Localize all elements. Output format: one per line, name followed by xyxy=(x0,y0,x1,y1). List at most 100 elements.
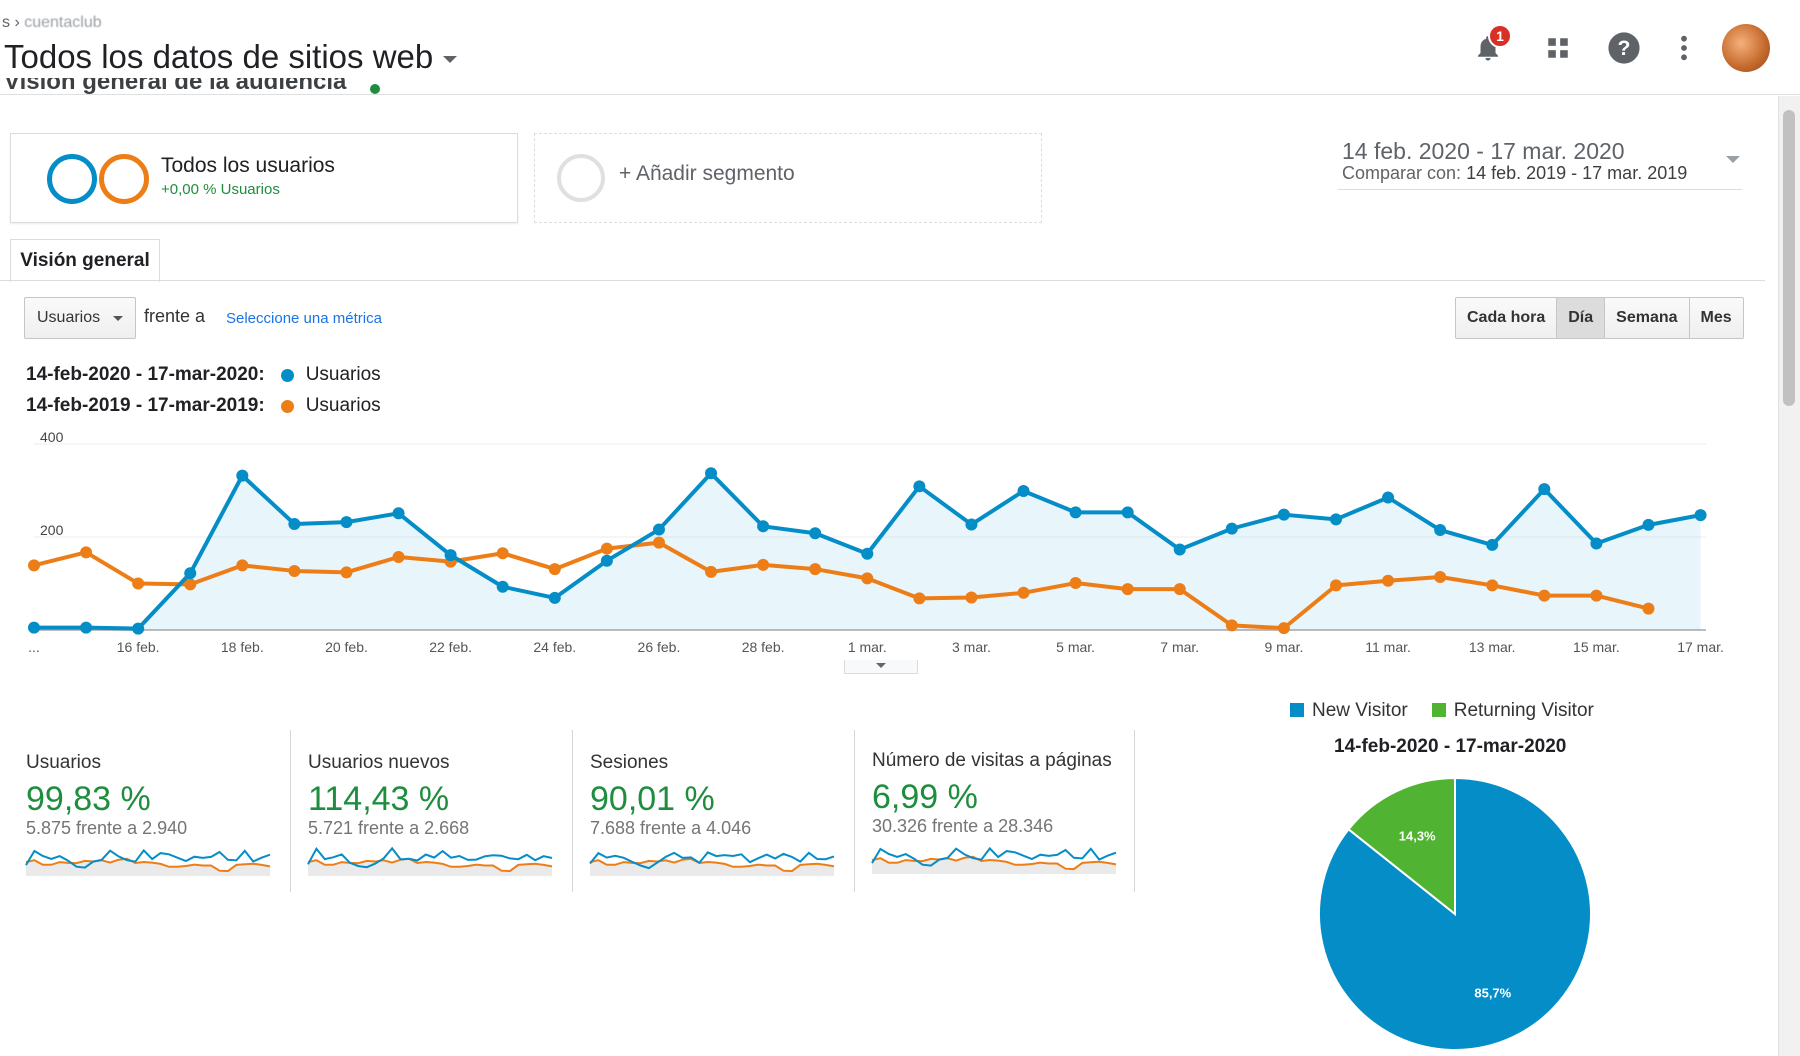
data-point-previous[interactable] xyxy=(1173,583,1186,596)
data-point-previous[interactable] xyxy=(1590,589,1603,602)
data-point-current[interactable] xyxy=(600,554,613,567)
data-point-previous[interactable] xyxy=(1225,619,1238,632)
data-point-previous[interactable] xyxy=(1069,577,1082,590)
view-title: Todos los datos de sitios web xyxy=(4,38,434,75)
data-point-previous[interactable] xyxy=(861,572,874,585)
scrollbar-thumb[interactable] xyxy=(1783,110,1795,406)
data-point-previous[interactable] xyxy=(1330,579,1342,592)
data-point-previous[interactable] xyxy=(1434,570,1447,583)
data-point-previous[interactable] xyxy=(965,591,978,604)
help-button[interactable]: ? xyxy=(1606,30,1642,66)
data-point-current[interactable] xyxy=(809,527,822,540)
select-metric-link[interactable]: Seleccione una métrica xyxy=(226,310,382,327)
data-point-current[interactable] xyxy=(80,621,93,634)
granularity-month-button[interactable]: Mes xyxy=(1689,298,1743,338)
data-point-previous[interactable] xyxy=(80,546,93,559)
data-point-current[interactable] xyxy=(1121,506,1134,519)
segment-all-users[interactable]: Todos los usuarios +0,00 % Usuarios xyxy=(10,133,518,223)
metric-users[interactable]: Usuarios 99,83 % 5.875 frente a 2.940 xyxy=(24,734,292,892)
users-line-chart[interactable]: 400 200... 16 feb. 18 feb. 20 feb. 22 feb. 24 … xyxy=(0,420,1800,680)
breadcrumb-account[interactable]: cuentaclub xyxy=(24,14,102,31)
more-options-button[interactable] xyxy=(1666,30,1702,66)
data-point-current[interactable] xyxy=(1225,522,1238,535)
data-point-current[interactable] xyxy=(392,507,405,520)
data-point-current[interactable] xyxy=(1017,484,1030,497)
data-point-previous[interactable] xyxy=(652,536,665,549)
data-point-current[interactable] xyxy=(1069,506,1082,519)
data-point-current[interactable] xyxy=(913,480,926,493)
data-point-current[interactable] xyxy=(236,469,249,482)
data-point-previous[interactable] xyxy=(705,565,718,578)
data-point-current[interactable] xyxy=(1330,513,1342,526)
data-point-current[interactable] xyxy=(1590,537,1603,550)
data-point-previous[interactable] xyxy=(548,563,561,576)
data-point-previous[interactable] xyxy=(1121,583,1134,596)
data-point-current[interactable] xyxy=(861,547,874,560)
data-point-current[interactable] xyxy=(965,518,978,531)
metric-pageviews[interactable]: Número de visitas a páginas 6,99 % 30.32… xyxy=(870,732,1138,890)
data-point-current[interactable] xyxy=(1642,518,1655,531)
data-point-current[interactable] xyxy=(444,549,457,562)
page-scrollbar[interactable] xyxy=(1778,96,1800,1056)
data-point-current[interactable] xyxy=(548,591,561,604)
add-segment-button[interactable]: + Añadir segmento xyxy=(534,133,1042,223)
data-point-previous[interactable] xyxy=(28,559,40,572)
pie-legend-returning[interactable]: Returning Visitor xyxy=(1431,700,1594,722)
data-point-previous[interactable] xyxy=(132,577,145,590)
data-point-current[interactable] xyxy=(1382,491,1395,504)
data-point-previous[interactable] xyxy=(1642,602,1655,615)
data-point-previous[interactable] xyxy=(392,550,405,563)
data-point-previous[interactable] xyxy=(913,592,926,605)
data-point-previous[interactable] xyxy=(1277,622,1290,635)
x-tick-label: 9 mar. xyxy=(1264,639,1303,655)
data-point-current[interactable] xyxy=(184,567,197,580)
metric-new-users[interactable]: Usuarios nuevos 114,43 % 5.721 frente a … xyxy=(306,734,574,892)
data-point-current[interactable] xyxy=(1486,538,1499,551)
granularity-day-button[interactable]: Día xyxy=(1557,298,1606,338)
data-point-current[interactable] xyxy=(757,520,770,533)
tab-overview[interactable]: Visión general xyxy=(10,239,160,282)
data-point-previous[interactable] xyxy=(496,547,509,560)
data-point-current[interactable] xyxy=(1173,543,1186,556)
data-point-current[interactable] xyxy=(705,467,718,480)
data-point-previous[interactable] xyxy=(1486,579,1499,592)
data-point-previous[interactable] xyxy=(1017,586,1030,599)
apps-button[interactable] xyxy=(1540,30,1576,66)
data-point-current[interactable] xyxy=(1277,508,1290,521)
date-range-picker[interactable]: 14 feb. 2020 - 17 mar. 2020 Comparar con… xyxy=(1338,136,1742,190)
data-point-current[interactable] xyxy=(340,516,353,529)
data-point-previous[interactable] xyxy=(757,558,770,571)
data-point-current[interactable] xyxy=(652,523,665,536)
granularity-week-button[interactable]: Semana xyxy=(1605,298,1690,338)
metric-value: 99,83 % xyxy=(26,780,151,818)
data-point-current[interactable] xyxy=(496,580,509,593)
data-point-previous[interactable] xyxy=(1538,589,1551,602)
view-selector[interactable]: Todos los datos de sitios web xyxy=(4,38,458,76)
data-point-previous[interactable] xyxy=(236,559,249,572)
data-point-previous[interactable] xyxy=(1382,574,1395,587)
data-point-current[interactable] xyxy=(28,621,40,634)
metric-dropdown[interactable]: Usuarios xyxy=(24,297,136,339)
metric-sessions[interactable]: Sesiones 90,01 % 7.688 frente a 4.046 xyxy=(588,734,856,892)
x-tick-label: 28 feb. xyxy=(742,639,785,655)
data-point-current[interactable] xyxy=(288,517,301,530)
data-point-previous[interactable] xyxy=(288,564,301,577)
data-point-previous[interactable] xyxy=(184,578,197,591)
pie-legend-new[interactable]: New Visitor xyxy=(1290,700,1408,722)
data-point-previous[interactable] xyxy=(340,566,353,579)
data-point-current[interactable] xyxy=(1694,509,1707,522)
pie-slice-returning-visitor[interactable] xyxy=(1347,776,1456,917)
granularity-hour-button[interactable]: Cada hora xyxy=(1456,298,1558,338)
data-point-current[interactable] xyxy=(1434,524,1447,537)
legend-current: 14-feb-2020 - 17-mar-2020: Usuarios xyxy=(26,364,381,386)
data-point-previous[interactable] xyxy=(809,563,822,576)
chart-expand-handle[interactable] xyxy=(844,660,918,674)
breadcrumb[interactable]: s › cuentaclub xyxy=(2,14,102,32)
data-point-previous[interactable] xyxy=(600,542,613,555)
notifications-button[interactable]: 1 xyxy=(1470,24,1512,66)
legend-orange-dot-icon xyxy=(280,399,294,413)
avatar[interactable] xyxy=(1722,24,1770,72)
data-point-current[interactable] xyxy=(1538,483,1551,496)
data-point-current[interactable] xyxy=(132,622,145,635)
visitor-type-pie-chart[interactable]: 85,7% 14,3% xyxy=(1310,772,1600,1056)
